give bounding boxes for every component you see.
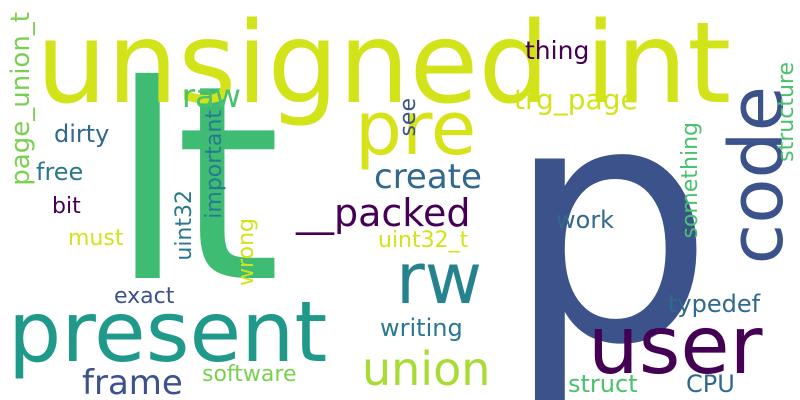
- word-cpu: CPU: [686, 370, 735, 398]
- word-create: create: [374, 157, 482, 197]
- word-typedef: typedef: [668, 290, 761, 318]
- word-work: work: [556, 206, 615, 234]
- word-wrong: wrong: [234, 218, 259, 286]
- word-unsigned-int: unsigned int: [36, 0, 732, 129]
- word-lt: lt: [110, 27, 281, 342]
- word-trg-page: trg_page: [514, 83, 638, 116]
- word-something: something: [678, 122, 703, 239]
- word-user: user: [588, 299, 763, 392]
- word-frame: frame: [82, 363, 183, 400]
- word-present: present: [8, 283, 328, 381]
- word-exact: exact: [114, 284, 175, 309]
- word-struct: struct: [568, 370, 638, 398]
- word-dirty: dirty: [54, 120, 110, 148]
- word-bit: bit: [52, 194, 81, 219]
- word-rw: rw: [396, 238, 483, 320]
- word-free: free: [36, 158, 84, 186]
- word-uint32-t: uint32_t: [378, 228, 469, 253]
- word-important: important: [202, 110, 227, 219]
- word-page-union-t: page_union_t: [6, 12, 36, 186]
- word-thing: thing: [525, 36, 590, 65]
- word-packed: __packed: [296, 191, 471, 235]
- word-writing: writing: [380, 314, 463, 342]
- word-p: p: [505, 33, 715, 400]
- word-structure: structure: [774, 62, 799, 162]
- word-union: union: [362, 342, 491, 396]
- word-uint32: uint32: [172, 190, 197, 261]
- word-software: software: [202, 362, 297, 387]
- word-see: see: [396, 98, 421, 137]
- word-raw: raw: [182, 77, 241, 115]
- word-must: must: [68, 226, 124, 251]
- word-pre: pre: [355, 86, 477, 172]
